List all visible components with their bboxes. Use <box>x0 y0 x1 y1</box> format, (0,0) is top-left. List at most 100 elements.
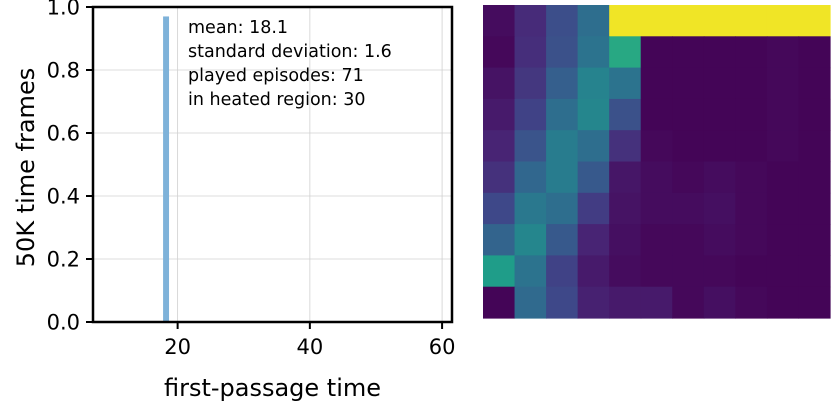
heatmap-cell <box>766 36 800 69</box>
heatmap-cell <box>798 36 831 69</box>
histogram-x-ticks: 20 40 60 <box>164 322 455 359</box>
heatmap-cell <box>735 161 768 194</box>
heatmap-cell <box>546 161 579 194</box>
heatmap-cell <box>798 5 831 37</box>
x-tick-label: 40 <box>296 335 323 359</box>
heatmap-cell <box>735 5 768 37</box>
heatmap-cell <box>703 224 736 256</box>
heatmap-cell <box>703 36 736 69</box>
heatmap-cell <box>640 5 673 37</box>
heatmap-cell <box>609 255 642 288</box>
heatmap-cell <box>483 161 516 194</box>
heatmap-cell <box>735 36 768 69</box>
y-tick-label: 0.0 <box>47 311 80 335</box>
heatmap-cell <box>546 67 579 100</box>
heatmap-cell <box>483 192 516 225</box>
heatmap-cell <box>766 67 800 100</box>
y-tick-label: 0.6 <box>47 122 80 146</box>
heatmap-cell <box>703 161 736 194</box>
heatmap-cell <box>609 286 642 319</box>
heatmap-cell <box>798 224 831 256</box>
heatmap-cell <box>735 224 768 256</box>
y-tick-label: 1.0 <box>47 0 80 20</box>
heatmap-cell <box>672 161 705 194</box>
heatmap-panel <box>483 5 831 319</box>
heatmap-cell <box>609 224 642 256</box>
heatmap-cell <box>514 130 547 163</box>
histogram-y-axis-label: 50K time frames <box>12 68 40 267</box>
heatmap-cell <box>577 130 610 163</box>
heatmap-cell <box>577 224 610 256</box>
heatmap-cell <box>703 192 736 225</box>
histogram-bars <box>163 16 170 322</box>
y-tick-label: 0.4 <box>47 185 80 209</box>
heatmap-cell <box>514 67 547 100</box>
heatmap-cell <box>766 192 800 225</box>
heatmap-cell <box>640 286 673 319</box>
heatmap-cell <box>640 255 673 288</box>
heatmap-cell <box>609 36 642 69</box>
heatmap-cell <box>546 130 579 163</box>
heatmap-cell <box>483 224 516 256</box>
heatmap-cell <box>766 130 800 163</box>
annotation-line: played episodes: 71 <box>188 66 364 86</box>
heatmap-cell <box>640 161 673 194</box>
heatmap-cell <box>514 98 547 131</box>
heatmap-cell <box>798 130 831 163</box>
annotation-line: standard deviation: 1.6 <box>188 42 392 62</box>
histogram-panel: 20 40 60 0.0 0.2 0.4 0.6 0.8 1.0 first-passage … <box>12 0 455 402</box>
heatmap-cell <box>703 130 736 163</box>
heatmap-cell <box>609 5 642 37</box>
heatmap-cell <box>577 161 610 194</box>
annotation-line: mean: 18.1 <box>188 18 288 38</box>
heatmap-cell <box>577 67 610 100</box>
heatmap-cell <box>577 5 610 37</box>
y-tick-label: 0.2 <box>47 248 80 272</box>
heatmap-cell <box>703 255 736 288</box>
heatmap-cell <box>672 36 705 69</box>
heatmap-cell <box>672 192 705 225</box>
heatmap-cell <box>546 192 579 225</box>
histogram-axes-frame <box>91 5 454 324</box>
heatmap-cell <box>672 130 705 163</box>
heatmap-cell <box>735 255 768 288</box>
x-tick-label: 60 <box>429 335 456 359</box>
heatmap-cell <box>577 192 610 225</box>
heatmap-cell <box>703 5 736 37</box>
y-tick-label: 0.8 <box>47 59 80 83</box>
heatmap-cell <box>735 286 768 319</box>
heatmap-cell <box>798 192 831 225</box>
heatmap-cell <box>609 98 642 131</box>
heatmap-cell <box>766 98 800 131</box>
heatmap-cell <box>514 286 547 319</box>
heatmap-cell <box>483 98 516 131</box>
heatmap-cell <box>546 286 579 319</box>
heatmap-cell <box>735 130 768 163</box>
annotation-line: in heated region: 30 <box>188 90 365 110</box>
heatmap-cell <box>609 192 642 225</box>
heatmap-cell <box>546 224 579 256</box>
heatmap-cell <box>798 255 831 288</box>
heatmap-cell <box>577 286 610 319</box>
heatmap-cell <box>766 255 800 288</box>
heatmap-cell <box>703 67 736 100</box>
heatmap-cell <box>735 192 768 225</box>
heatmap-cell <box>703 98 736 131</box>
heatmap-cell <box>546 98 579 131</box>
histogram-annotation: mean: 18.1 standard deviation: 1.6 played … <box>188 18 392 110</box>
heatmap-cell <box>672 67 705 100</box>
heatmap-cell <box>735 98 768 131</box>
heatmap-cell <box>766 224 800 256</box>
heatmap-cell <box>672 5 705 37</box>
heatmap-cell <box>546 36 579 69</box>
heatmap-cell <box>609 130 642 163</box>
heatmap-cell <box>483 36 516 69</box>
heatmap-cell <box>798 98 831 131</box>
heatmap-cell <box>798 67 831 100</box>
heatmap-cell <box>577 255 610 288</box>
heatmap-cell <box>514 224 547 256</box>
heatmap-cell <box>483 255 516 288</box>
heatmap-cell <box>766 5 800 37</box>
heatmap-cell <box>609 161 642 194</box>
